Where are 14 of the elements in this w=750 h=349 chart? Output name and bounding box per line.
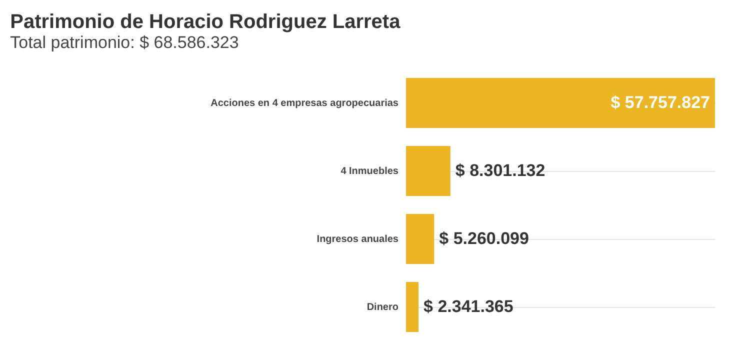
bar bbox=[406, 282, 419, 332]
data-label: $ 8.301.132 bbox=[455, 161, 546, 180]
data-label: $ 2.341.365 bbox=[424, 297, 514, 316]
bar bbox=[406, 214, 434, 264]
y-tick-label: 4 Inmuebles bbox=[340, 166, 399, 177]
data-label: $ 57.757.827 bbox=[610, 93, 710, 112]
text: Patrimonio de Horacio Rodriguez Larreta bbox=[10, 11, 402, 33]
data-label: $ 5.260.099 bbox=[439, 229, 529, 248]
y-tick-label: Dinero bbox=[366, 302, 398, 313]
bar bbox=[406, 78, 715, 128]
y-tick-label: Ingresos anuales bbox=[316, 234, 399, 245]
text: Total patrimonio: $ 68.586.323 bbox=[10, 33, 239, 52]
bar bbox=[406, 146, 450, 196]
y-tick-label: Acciones en 4 empresas agropecuarias bbox=[210, 98, 399, 109]
